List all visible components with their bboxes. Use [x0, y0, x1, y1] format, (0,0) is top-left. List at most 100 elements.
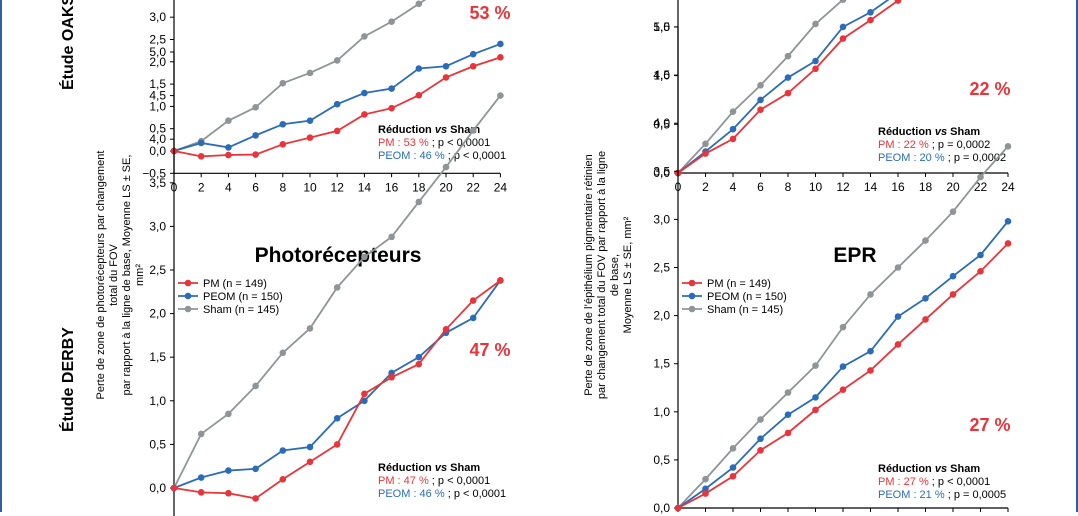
data-point-pm [306, 458, 314, 466]
data-point-sham [702, 475, 709, 483]
data-point-pm [867, 367, 874, 374]
data-point-pm [497, 277, 504, 284]
y-tick-label: 1,5 [149, 77, 166, 91]
data-point-sham [279, 79, 287, 87]
data-point-sham [306, 325, 314, 332]
data-point-sham [333, 284, 341, 291]
data-point-pm [839, 35, 847, 42]
x-tick-label: 20 [439, 180, 453, 194]
annotation-title: Réduction vs Sham [878, 463, 980, 475]
data-point-pm [702, 490, 709, 497]
data-point-pm [279, 141, 287, 148]
data-point-pm [757, 106, 764, 113]
data-point-peom [333, 414, 341, 422]
legend-swatch-marker [184, 292, 192, 300]
data-point-sham [497, 92, 504, 99]
data-point-peom [977, 251, 984, 259]
data-point-sham [894, 264, 902, 271]
x-tick-label: 16 [891, 180, 905, 194]
data-point-peom [1004, 218, 1012, 225]
legend-swatch-marker [184, 279, 192, 287]
annotation-title: Réduction vs Sham [378, 124, 480, 136]
data-point-pm [252, 151, 259, 158]
annotation-peom-pvalue: ; p = 0,0002 [948, 152, 1006, 164]
x-tick-label: 22 [974, 180, 988, 194]
data-point-pm [469, 62, 477, 70]
y-tick-label: 2,0 [653, 309, 670, 323]
data-point-sham [361, 253, 368, 261]
annotation-pm: PM : 22 % ; p = 0,0002 [878, 139, 990, 151]
x-tick-label: 24 [494, 180, 508, 194]
y-tick-label: 3,5 [653, 164, 670, 178]
data-point-pm [469, 297, 477, 304]
data-point-peom [279, 120, 287, 128]
data-point-peom [757, 435, 764, 443]
annotation-pm-pvalue: ; p = 0,0002 [932, 139, 990, 151]
annotation-title-part: Réduction [878, 463, 935, 475]
y-tick-label: −0,5 [142, 166, 166, 180]
data-point-sham [729, 445, 737, 452]
annotation-pm: PM : 47 % ; p < 0,0001 [378, 475, 490, 487]
x-tick-label: 2 [702, 180, 709, 194]
annotation-pm-pvalue: ; p < 0,0001 [432, 475, 490, 487]
data-point-sham [333, 57, 341, 64]
y-tick-label: 2,0 [149, 55, 166, 69]
data-point-sham [469, 127, 477, 134]
data-point-sham [867, 291, 874, 298]
data-point-peom [839, 23, 847, 31]
legend-swatch-marker [688, 305, 696, 313]
data-point-peom [388, 85, 395, 92]
data-point-peom [361, 89, 368, 97]
data-point-pm [497, 54, 504, 61]
data-point-sham [388, 18, 395, 25]
data-point-pm [922, 316, 929, 323]
chart-title: Photorécepteurs [255, 244, 422, 267]
x-tick-label: 18 [412, 180, 426, 194]
y-tick-label: 0,5 [653, 453, 670, 467]
data-point-peom [839, 363, 847, 370]
data-point-pm [757, 446, 764, 454]
x-tick-label: 6 [757, 180, 764, 194]
data-point-peom [894, 313, 902, 320]
data-point-peom [867, 8, 874, 16]
reduction-percent: 27 % [969, 415, 1010, 435]
data-point-pm [361, 390, 368, 398]
data-point-sham [442, 163, 450, 171]
annotation-pm: PM : 53 % ; p < 0,0001 [378, 137, 490, 149]
data-point-pm [977, 268, 984, 275]
data-point-sham [839, 0, 847, 3]
data-point-peom [812, 57, 819, 65]
data-point-pm [812, 406, 819, 414]
annotation-pm-pvalue: ; p < 0,0001 [932, 476, 990, 488]
annotation-pm-group: PM : 27 % [878, 476, 932, 488]
data-point-pm [361, 111, 368, 118]
legend-entry: Sham (n = 145) [707, 304, 783, 316]
data-point-peom [415, 353, 423, 361]
data-point-pm [812, 65, 819, 73]
y-tick-label: 0,5 [149, 437, 166, 451]
data-point-peom [252, 132, 259, 139]
data-point-sham [922, 237, 929, 244]
data-point-pm [197, 489, 205, 496]
data-point-pm [279, 475, 287, 483]
data-point-peom [949, 272, 957, 280]
data-point-pm [225, 151, 232, 159]
y-tick-label: 2,5 [149, 263, 166, 277]
data-point-peom [469, 314, 477, 322]
data-point-pm [949, 291, 957, 298]
data-point-sham [306, 69, 314, 77]
legend-entry: PM (n = 149) [707, 278, 771, 290]
data-point-sham [415, 198, 423, 206]
x-tick-label: 4 [225, 180, 232, 194]
y-tick-label: 2,5 [653, 261, 670, 275]
annotation-peom-pvalue: ; p < 0,0001 [448, 150, 506, 162]
annotation-title-vs: vs [935, 126, 947, 138]
legend-swatch-marker [184, 305, 192, 313]
x-tick-label: 22 [467, 180, 481, 194]
data-point-sham [702, 140, 709, 148]
data-point-sham [415, 0, 423, 8]
data-point-pm [1004, 240, 1012, 247]
data-point-pm [442, 325, 450, 333]
legend-entry: PEOM (n = 150) [203, 291, 283, 303]
